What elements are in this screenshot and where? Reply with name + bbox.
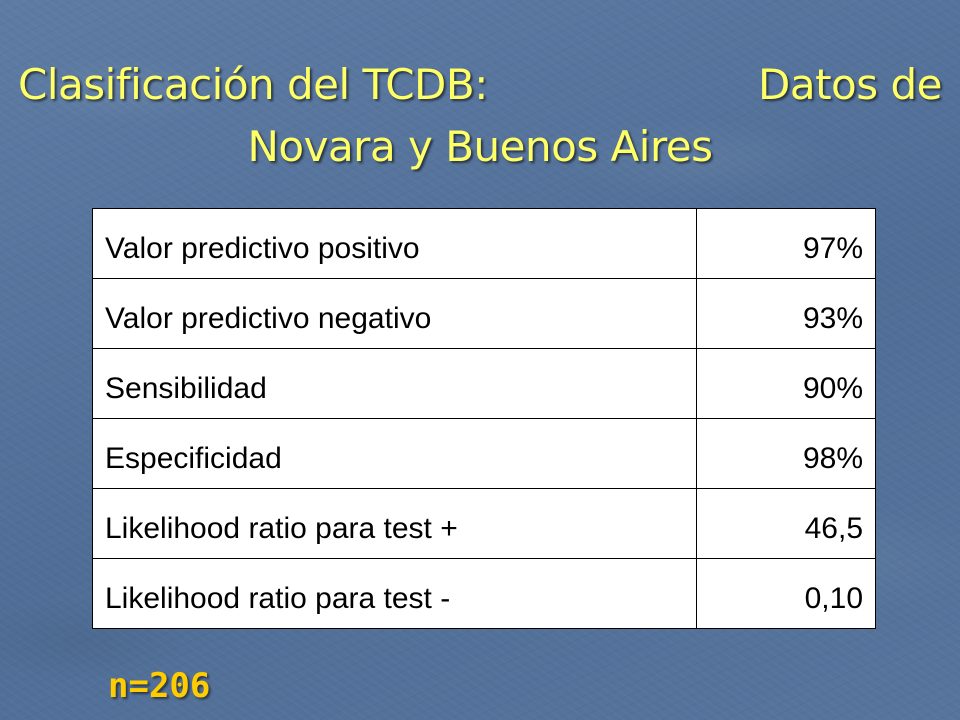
slide-title: Clasificación del TCDB: Datos de Novara …: [0, 54, 960, 178]
metric-label: Sensibilidad: [92, 348, 697, 419]
table-row: Sensibilidad 90%: [92, 348, 876, 419]
title-line-1: Clasificación del TCDB: Datos de: [0, 54, 960, 116]
table-row: Likelihood ratio para test + 46,5: [92, 488, 876, 559]
metric-value: 0,10: [696, 558, 876, 629]
table-row: Valor predictivo positivo 97%: [92, 208, 876, 279]
metric-label: Likelihood ratio para test -: [92, 558, 697, 629]
metric-label: Likelihood ratio para test +: [92, 488, 697, 559]
metric-value: 46,5: [696, 488, 876, 559]
sample-size-note: n=206: [108, 666, 211, 706]
title-part-2: Datos de: [758, 60, 942, 109]
metric-label: Valor predictivo positivo: [92, 208, 697, 279]
table-row: Valor predictivo negativo 93%: [92, 278, 876, 349]
metric-value: 97%: [696, 208, 876, 279]
metric-value: 90%: [696, 348, 876, 419]
title-line-2: Novara y Buenos Aires: [247, 122, 713, 171]
metrics-table: Valor predictivo positivo 97% Valor pred…: [92, 208, 876, 629]
table-row: Especificidad 98%: [92, 418, 876, 489]
title-part-1: Clasificación del TCDB:: [18, 60, 488, 109]
metric-value: 93%: [696, 278, 876, 349]
table-row: Likelihood ratio para test - 0,10: [92, 558, 876, 629]
metric-value: 98%: [696, 418, 876, 489]
metric-label: Especificidad: [92, 418, 697, 489]
metric-label: Valor predictivo negativo: [92, 278, 697, 349]
